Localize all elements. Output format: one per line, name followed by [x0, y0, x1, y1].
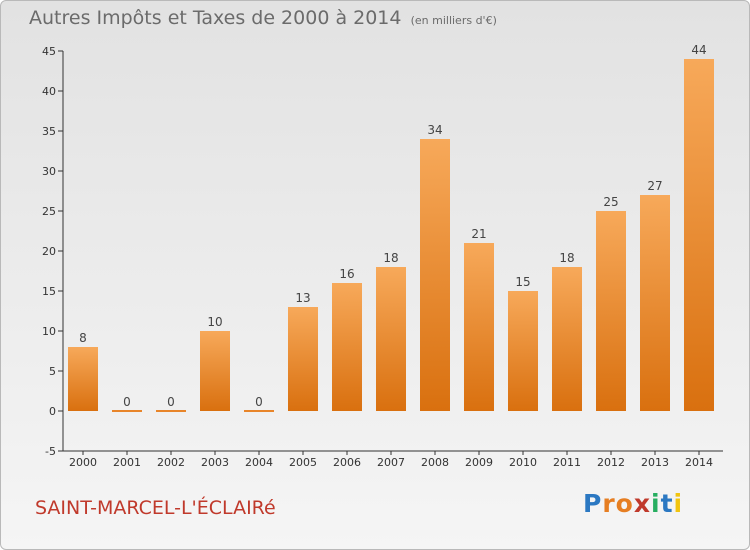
bar — [112, 410, 142, 412]
y-tick-label: 0 — [49, 405, 56, 418]
y-tick-label: 30 — [42, 165, 56, 178]
bar — [508, 291, 538, 411]
bar — [464, 243, 494, 411]
bar-value-label: 0 — [255, 395, 263, 409]
x-tick-label: 2007 — [377, 456, 405, 469]
bar-value-label: 18 — [383, 251, 398, 265]
bar — [684, 59, 714, 411]
bar-value-label: 25 — [603, 195, 618, 209]
y-tick-label: 35 — [42, 125, 56, 138]
x-tick-label: 2014 — [685, 456, 713, 469]
bar — [288, 307, 318, 411]
bar — [200, 331, 230, 411]
x-tick-label: 2004 — [245, 456, 273, 469]
chart-subtitle: (en milliers d'€) — [410, 14, 497, 27]
bar-value-label: 27 — [647, 179, 662, 193]
commune-name: SAINT-MARCEL-L'ÉCLAIRé — [35, 497, 276, 519]
bar — [420, 139, 450, 411]
bar-value-label: 15 — [515, 275, 530, 289]
y-tick-label: 20 — [42, 245, 56, 258]
proxiti-logo: Proxiti — [583, 489, 683, 518]
y-tick-label: 40 — [42, 85, 56, 98]
bar-value-label: 21 — [471, 227, 486, 241]
logo-letter: o — [615, 489, 634, 518]
bar — [640, 195, 670, 411]
bar-value-label: 44 — [691, 43, 706, 57]
bar-value-label: 34 — [427, 123, 442, 137]
x-tick-label: 2010 — [509, 456, 537, 469]
x-tick-label: 2012 — [597, 456, 625, 469]
x-tick-label: 2005 — [289, 456, 317, 469]
y-tick-label: 15 — [42, 285, 56, 298]
y-tick-label: 45 — [42, 45, 56, 58]
bar-value-label: 18 — [559, 251, 574, 265]
bar-value-label: 0 — [167, 395, 175, 409]
x-tick-label: 2009 — [465, 456, 493, 469]
x-tick-label: 2013 — [641, 456, 669, 469]
bar — [68, 347, 98, 411]
x-tick-label: 2001 — [113, 456, 141, 469]
y-tick-label: 5 — [49, 365, 56, 378]
title-row: Autres Impôts et Taxes de 2000 à 2014 (e… — [29, 7, 497, 29]
y-tick-label: -5 — [45, 445, 56, 458]
bar — [552, 267, 582, 411]
x-tick-label: 2006 — [333, 456, 361, 469]
y-tick-label: 25 — [42, 205, 56, 218]
x-tick-label: 2008 — [421, 456, 449, 469]
logo-letter: i — [651, 489, 661, 518]
x-tick-label: 2003 — [201, 456, 229, 469]
logo-letter: P — [583, 489, 603, 518]
bar-value-label: 16 — [339, 267, 354, 281]
logo-letter: r — [602, 489, 616, 518]
bar — [596, 211, 626, 411]
bar — [376, 267, 406, 411]
bar — [244, 410, 274, 412]
logo-letter: i — [673, 489, 684, 518]
y-tick-label: 10 — [42, 325, 56, 338]
x-tick-label: 2011 — [553, 456, 581, 469]
bar-value-label: 13 — [295, 291, 310, 305]
bar-value-label: 0 — [123, 395, 131, 409]
bar — [156, 410, 186, 412]
logo-letter: x — [633, 489, 651, 518]
x-tick-label: 2002 — [157, 456, 185, 469]
logo-letter: t — [660, 489, 674, 518]
chart-title: Autres Impôts et Taxes de 2000 à 2014 — [29, 7, 402, 29]
x-tick-label: 2000 — [69, 456, 97, 469]
bar — [332, 283, 362, 411]
bar-value-label: 10 — [207, 315, 222, 329]
bar-value-label: 8 — [79, 331, 87, 345]
